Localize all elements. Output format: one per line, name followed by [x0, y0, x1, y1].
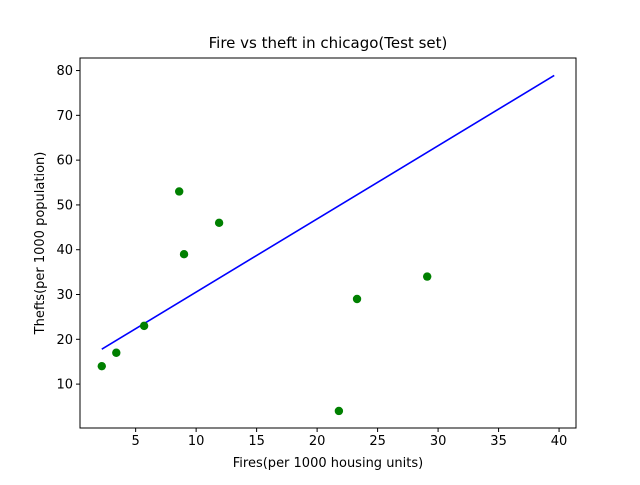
- scatter-point: [423, 272, 432, 281]
- x-axis-ticks: 5 10 15 20 25 30 35 40: [132, 428, 568, 449]
- y-tick-label: 60: [56, 154, 73, 169]
- y-tick-label: 50: [56, 198, 73, 213]
- scatter-point: [352, 294, 362, 304]
- x-tick-label: 30: [430, 434, 447, 449]
- scatter-point: [139, 321, 149, 331]
- axes-frame: [79, 57, 577, 429]
- plot-area: [97, 74, 555, 416]
- x-tick-label: 10: [188, 434, 205, 449]
- scatter-point: [112, 348, 121, 357]
- scatter-point: [175, 187, 184, 196]
- regression-line: [101, 74, 555, 350]
- x-tick-label: 15: [248, 434, 265, 449]
- y-axis-label: Thefts(per 1000 population): [33, 152, 48, 336]
- x-tick-label: 5: [132, 434, 140, 449]
- x-tick-label: 40: [551, 434, 568, 449]
- scatter-point: [97, 361, 106, 371]
- scatter-point: [334, 406, 344, 416]
- y-tick-label: 80: [56, 64, 73, 79]
- y-tick-label: 70: [56, 109, 73, 124]
- y-axis-ticks: 10 20 30 40 50 60 70 80: [56, 64, 80, 393]
- chart-title: Fire vs theft in chicago(Test set): [209, 34, 448, 52]
- x-axis-label: Fires(per 1000 housing units): [233, 456, 423, 471]
- scatter-point: [179, 249, 189, 259]
- x-tick-label: 35: [490, 434, 507, 449]
- y-tick-label: 40: [56, 243, 73, 258]
- x-tick-label: 25: [369, 434, 386, 449]
- x-tick-label: 20: [309, 434, 326, 449]
- y-tick-label: 10: [56, 378, 73, 393]
- y-tick-label: 20: [56, 333, 73, 348]
- y-tick-label: 30: [56, 288, 73, 303]
- scatter-point: [214, 218, 224, 228]
